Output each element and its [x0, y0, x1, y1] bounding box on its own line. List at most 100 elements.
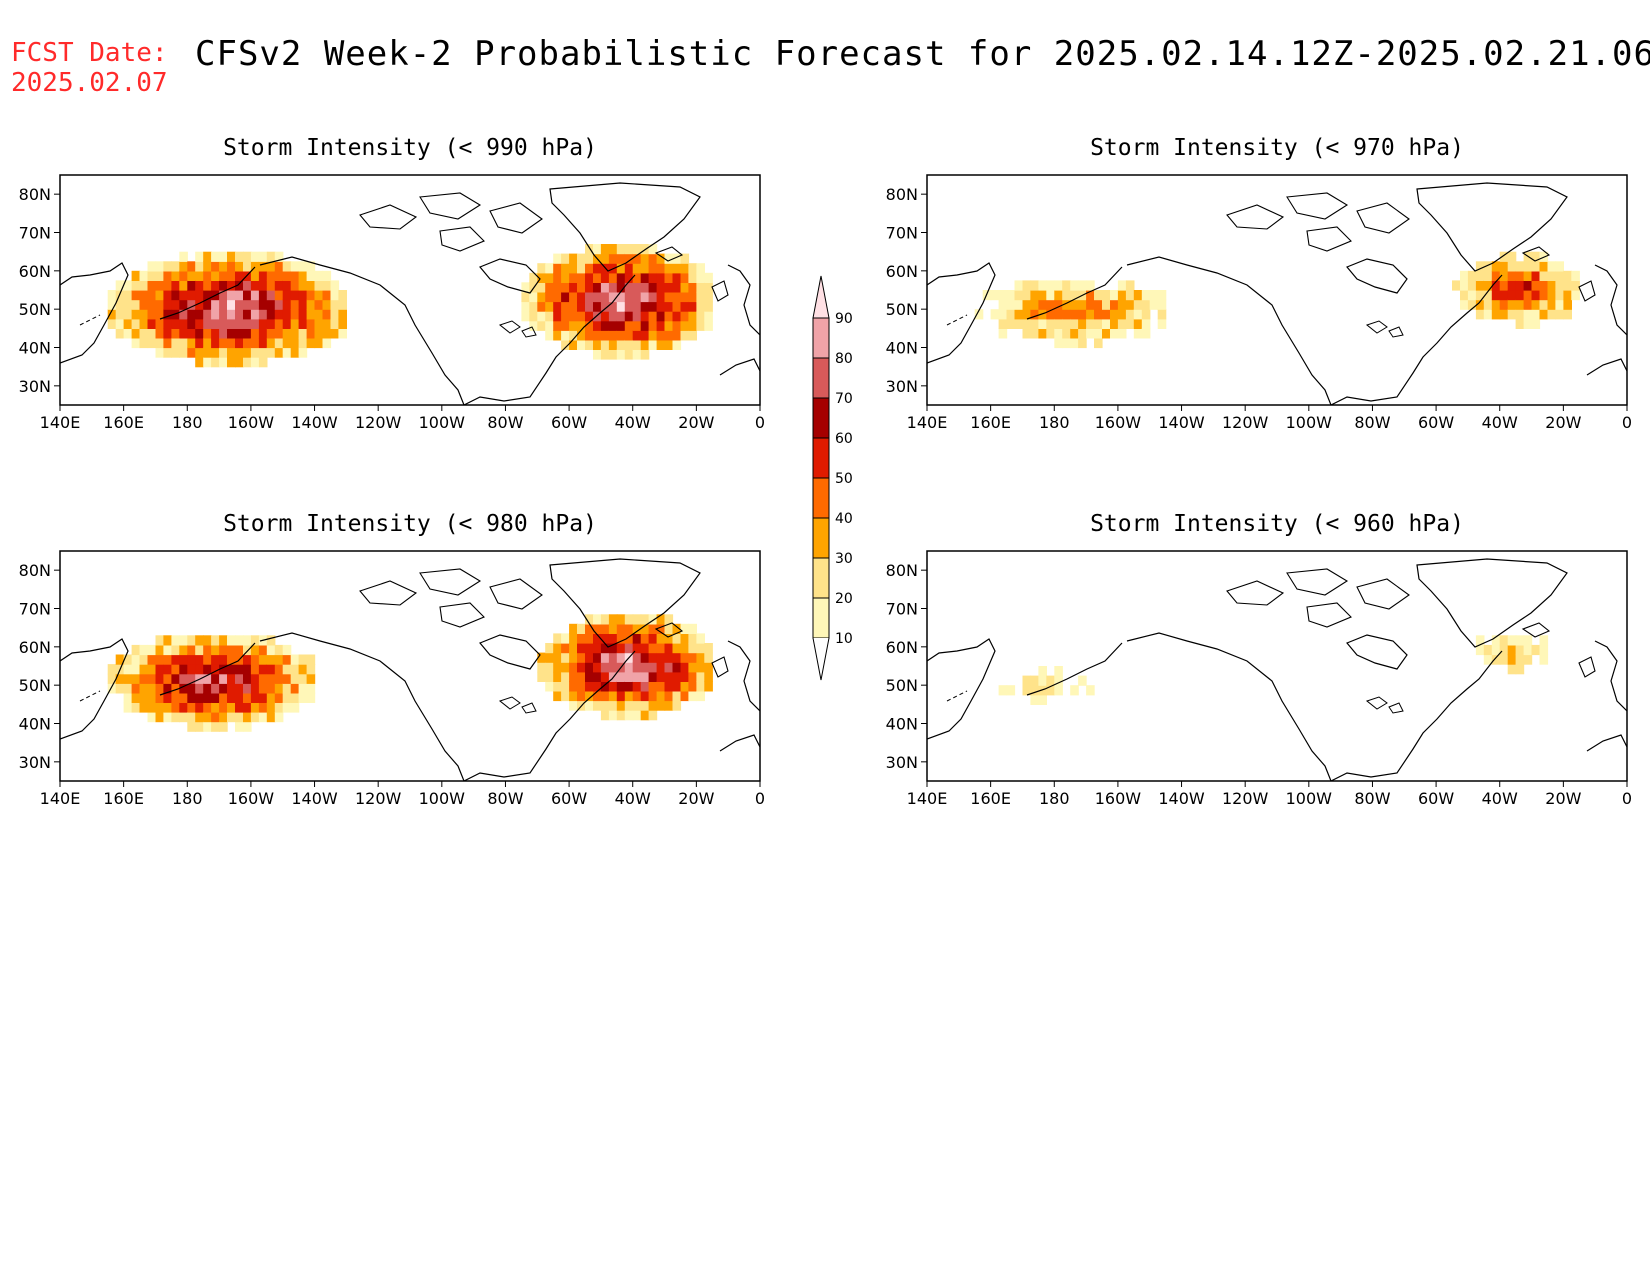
- prob-cell: [250, 290, 260, 301]
- lon-tick-label: 120W: [1222, 789, 1269, 808]
- prob-cell: [147, 309, 157, 320]
- prob-cell: [1483, 644, 1493, 656]
- prob-cell: [147, 270, 157, 281]
- prob-cell: [314, 309, 324, 320]
- prob-cell: [529, 291, 538, 303]
- prob-cell: [664, 614, 674, 625]
- prob-cell: [298, 654, 308, 665]
- prob-cell: [179, 692, 188, 703]
- prob-cell: [569, 700, 578, 711]
- prob-cell: [107, 318, 117, 329]
- lat-tick-label: 70N: [886, 224, 918, 243]
- prob-cell: [171, 692, 180, 703]
- prob-cell: [258, 702, 268, 713]
- lat-tick-label: 40N: [886, 715, 918, 734]
- prob-cell: [537, 301, 546, 312]
- prob-cell: [569, 662, 578, 673]
- prob-cell: [187, 673, 196, 684]
- prob-cell: [585, 633, 594, 644]
- prob-cell: [1030, 309, 1039, 320]
- prob-cell: [1531, 309, 1541, 320]
- prob-cell: [139, 280, 149, 291]
- prob-cell: [1110, 318, 1119, 329]
- lon-tick-label: 140E: [907, 789, 948, 808]
- prob-cell: [680, 671, 690, 682]
- prob-cell: [640, 291, 650, 303]
- prob-cell: [585, 320, 594, 331]
- prob-cell: [139, 683, 149, 694]
- prob-cell: [147, 654, 157, 665]
- prob-cell: [688, 282, 697, 293]
- prob-cell: [585, 700, 594, 711]
- prob-cell: [306, 692, 316, 703]
- lon-tick-label: 160W: [1095, 789, 1142, 808]
- colorbar: 10 20 30 40 50 60 70 80 90: [812, 275, 853, 681]
- prob-cell: [1086, 299, 1095, 310]
- prob-cell: [688, 671, 697, 682]
- prob-cell: [171, 328, 180, 339]
- prob-cell: [274, 702, 284, 713]
- prob-cell: [147, 299, 157, 310]
- prob-cell: [211, 635, 220, 646]
- prob-cell: [632, 690, 642, 702]
- prob-cell: [1547, 290, 1557, 301]
- map-frame: [926, 550, 1628, 782]
- prob-cell: [537, 263, 546, 274]
- prob-cell: [1070, 328, 1079, 339]
- prob-cell: [322, 337, 332, 349]
- prob-cell: [640, 349, 650, 360]
- prob-cell: [139, 318, 149, 329]
- prob-cell: [1062, 309, 1071, 320]
- prob-cell: [1157, 318, 1167, 329]
- prob-cell: [243, 644, 252, 656]
- prob-cell: [640, 652, 650, 663]
- prob-cell: [250, 357, 260, 368]
- prob-cell: [1030, 675, 1039, 686]
- prob-cell: [1006, 299, 1016, 310]
- lat-tick-label: 60N: [886, 638, 918, 657]
- prob-cell: [616, 330, 626, 341]
- prob-cell: [274, 347, 284, 358]
- lon-tick-label: 60W: [551, 413, 587, 432]
- prob-cell: [250, 692, 260, 703]
- prob-cell: [998, 318, 1008, 329]
- prob-cell: [664, 291, 674, 303]
- prob-cell: [1563, 290, 1572, 301]
- prob-cell: [1507, 261, 1517, 272]
- prob-cell: [632, 662, 642, 673]
- prob-cell: [1030, 328, 1039, 339]
- prob-cell: [1086, 318, 1095, 329]
- prob-cell: [616, 614, 626, 625]
- prob-cell: [577, 253, 586, 264]
- prob-cell: [990, 309, 1000, 320]
- prob-cell: [227, 299, 236, 310]
- prob-cell: [1110, 290, 1119, 301]
- prob-cell: [616, 652, 626, 663]
- prob-cell: [1491, 309, 1501, 320]
- prob-cell: [1125, 299, 1135, 310]
- prob-cell: [600, 244, 610, 255]
- prob-cell: [672, 253, 682, 264]
- prob-cell: [1555, 270, 1564, 281]
- prob-cell: [1022, 685, 1032, 696]
- prob-cell: [1046, 299, 1055, 310]
- prob-cell: [632, 301, 642, 312]
- prob-cell: [147, 683, 157, 694]
- prob-cell: [1571, 280, 1580, 291]
- prob-cell: [632, 272, 642, 283]
- prob-cell: [1491, 261, 1501, 272]
- prob-cell: [155, 702, 165, 713]
- prob-cell: [696, 282, 705, 293]
- prob-cell: [1014, 290, 1024, 301]
- prob-cell: [1006, 685, 1016, 696]
- prob-cell: [664, 253, 674, 264]
- prob-cell: [235, 290, 244, 301]
- colorbar-swatch: [812, 477, 830, 519]
- prob-cell: [624, 311, 634, 322]
- prob-cell: [266, 318, 276, 329]
- lat-tick-label: 50N: [886, 300, 918, 319]
- prob-cell: [1038, 318, 1047, 329]
- prob-cell: [187, 337, 196, 349]
- prob-cell: [187, 692, 196, 703]
- prob-cell: [688, 263, 697, 274]
